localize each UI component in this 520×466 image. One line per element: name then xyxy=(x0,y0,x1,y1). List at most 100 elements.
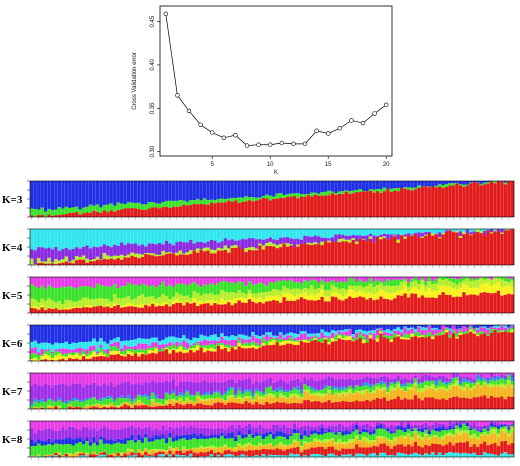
ancestry-segment xyxy=(95,181,100,205)
ancestry-segment xyxy=(88,373,93,386)
ancestry-segment xyxy=(247,289,252,294)
ancestry-segment xyxy=(168,437,172,447)
ancestry-segment xyxy=(413,375,418,379)
ancestry-segment xyxy=(112,386,117,400)
ancestry-segment xyxy=(316,243,321,245)
ancestry-segment xyxy=(348,229,352,236)
ancestry-segment xyxy=(230,347,235,361)
ancestry-segment xyxy=(64,261,69,265)
ancestry-segment xyxy=(161,294,165,303)
ancestry-segment xyxy=(337,294,342,300)
ancestry-segment xyxy=(272,229,276,240)
ancestry-segment xyxy=(78,383,83,401)
ancestry-segment xyxy=(254,388,259,391)
ancestry-segment xyxy=(244,248,248,253)
ancestry-segment xyxy=(372,229,376,236)
ancestry-segment xyxy=(489,327,494,330)
ancestry-segment xyxy=(206,294,210,301)
ancestry-segment xyxy=(168,325,172,337)
ancestry-segment xyxy=(95,385,100,400)
ancestry-segment xyxy=(213,240,217,251)
ancestry-segment xyxy=(375,292,380,300)
ancestry-segment xyxy=(57,351,62,354)
ancestry-segment xyxy=(106,406,110,408)
ancestry-segment xyxy=(68,286,72,301)
ancestry-segment xyxy=(337,234,342,240)
ancestry-segment xyxy=(112,338,117,343)
ancestry-segment xyxy=(306,400,311,409)
ancestry-segment xyxy=(202,439,207,448)
ancestry-segment xyxy=(92,246,96,260)
ancestry-segment xyxy=(486,277,490,279)
ancestry-segment xyxy=(64,341,69,349)
ancestry-segment xyxy=(81,356,86,361)
ancestry-segment xyxy=(40,445,44,457)
ancestry-segment xyxy=(299,396,304,399)
ancestry-segment xyxy=(437,373,442,376)
ancestry-segment xyxy=(251,383,255,394)
ancestry-segment xyxy=(417,384,421,389)
ancestry-segment xyxy=(112,284,117,295)
ancestry-segment xyxy=(223,304,228,313)
ancestry-segment xyxy=(154,452,159,457)
ancestry-segment xyxy=(54,349,58,352)
ancestry-segment xyxy=(427,277,432,282)
ancestry-segment xyxy=(195,435,200,440)
ancestry-segment xyxy=(375,386,380,390)
ancestry-segment xyxy=(393,234,397,236)
ancestry-segment xyxy=(337,393,342,397)
ancestry-segment xyxy=(213,446,217,449)
ancestry-segment xyxy=(230,339,235,347)
ancestry-segment xyxy=(406,282,411,287)
ancestry-segment xyxy=(289,245,293,265)
ancestry-segment xyxy=(244,181,248,197)
ancestry-segment xyxy=(130,202,134,209)
ancestry-segment xyxy=(154,373,159,383)
ancestry-segment xyxy=(112,277,117,285)
ancestry-segment xyxy=(265,395,269,402)
ancestry-segment xyxy=(406,328,411,331)
ancestry-segment xyxy=(50,421,55,430)
ancestry-segment xyxy=(507,230,511,265)
ancestry-segment xyxy=(154,256,159,265)
ancestry-segment xyxy=(213,181,217,201)
ancestry-segment xyxy=(157,449,162,450)
ancestry-segment xyxy=(424,232,428,235)
ancestry-segment xyxy=(479,387,484,397)
ancestry-segment xyxy=(496,373,501,376)
ancestry-segment xyxy=(510,374,515,378)
ancestry-segment xyxy=(54,430,58,440)
ancestry-segment xyxy=(358,189,363,193)
ancestry-segment xyxy=(358,378,363,387)
ancestry-segment xyxy=(424,229,428,233)
ancestry-segment xyxy=(195,325,200,339)
ancestry-segment xyxy=(202,347,207,353)
ancestry-segment xyxy=(417,277,421,281)
ancestry-segment xyxy=(71,325,76,343)
ancestry-segment xyxy=(368,236,373,239)
ancestry-segment xyxy=(424,330,428,335)
structure-panel: K=4 xyxy=(2,228,515,268)
ancestry-segment xyxy=(144,394,148,397)
ancestry-segment xyxy=(313,401,318,409)
ancestry-segment xyxy=(71,287,76,302)
ancestry-segment xyxy=(247,444,252,451)
ancestry-segment xyxy=(78,248,83,258)
ancestry-segment xyxy=(133,339,138,346)
ancestry-segment xyxy=(306,380,311,387)
ancestry-segment xyxy=(310,378,314,387)
ancestry-segment xyxy=(282,373,286,382)
ancestry-segment xyxy=(306,325,311,334)
ancestry-segment xyxy=(140,244,145,255)
ancestry-segment xyxy=(296,282,300,289)
ancestry-segment xyxy=(36,352,41,355)
ancestry-segment xyxy=(341,389,345,392)
ancestry-segment xyxy=(316,390,321,393)
ancestry-segment xyxy=(81,421,86,428)
ancestry-segment xyxy=(251,301,255,313)
ancestry-segment xyxy=(78,277,83,287)
ancestry-segment xyxy=(303,400,307,409)
ancestry-segment xyxy=(289,343,293,361)
ancestry-segment xyxy=(251,325,255,333)
ancestry-segment xyxy=(195,293,200,302)
